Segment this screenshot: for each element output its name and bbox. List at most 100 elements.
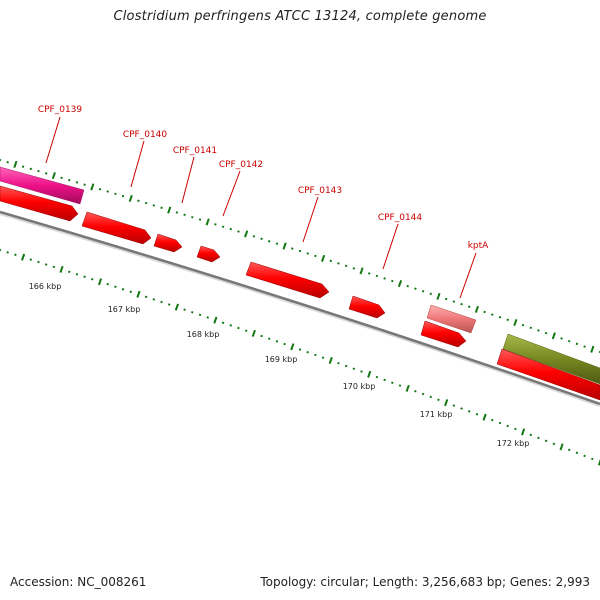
kbp-label-171: 171 kbp — [420, 410, 453, 419]
inner-tick-mark — [460, 407, 463, 410]
inner-tick-mark — [129, 290, 133, 294]
inner-tick-mark — [21, 253, 26, 261]
outer-tick-mark — [306, 252, 309, 255]
inner-tick-mark — [167, 303, 171, 306]
gene-bar-cpf0139[interactable] — [0, 166, 85, 205]
outer-tick-mark — [491, 313, 494, 316]
inner-tick-mark — [121, 288, 125, 291]
inner-tick-mark — [597, 458, 600, 466]
outer-tick-mark — [6, 160, 9, 164]
outer-tick-mark — [367, 272, 371, 275]
inner-tick-mark — [290, 343, 295, 351]
inner-tick-mark — [44, 263, 48, 266]
gene-arrow-cpf0140[interactable] — [81, 211, 152, 245]
inner-tick-mark — [521, 428, 526, 436]
inner-tick-mark — [529, 433, 533, 437]
inner-tick-mark — [237, 326, 240, 330]
outer-tick-mark — [21, 165, 25, 168]
outer-tick-mark — [13, 160, 18, 168]
outer-tick-mark — [267, 239, 271, 243]
gene-arrow-cpf0143[interactable] — [245, 261, 330, 299]
inner-tick-mark — [383, 378, 386, 382]
outer-tick-mark — [137, 199, 140, 202]
inner-tick-mark — [198, 313, 202, 317]
gene-label-cpf0139: CPF_0139 — [38, 105, 83, 115]
kbp-label-170: 170 kbp — [343, 382, 376, 391]
outer-tick-mark — [44, 172, 48, 175]
outer-tick-mark — [252, 235, 256, 238]
gene-label-cpf0142: CPF_0142 — [219, 160, 263, 170]
kbp-label-172: 172 kbp — [497, 439, 530, 448]
inner-tick-mark — [337, 361, 340, 365]
inner-tick-mark — [391, 381, 394, 384]
outer-tick-mark — [359, 267, 364, 275]
outer-tick-mark — [60, 176, 63, 180]
map-title: Clostridium perfringens ATCC 13124, comp… — [113, 9, 487, 24]
gene-label-cpf0140: CPF_0140 — [123, 130, 168, 140]
outer-tick-mark — [537, 329, 540, 332]
inner-tick-mark — [544, 439, 548, 443]
inner-tick-mark — [267, 337, 271, 340]
outer-tick-mark — [483, 310, 486, 314]
outer-tick-mark — [375, 274, 379, 278]
outer-tick-mark — [397, 280, 403, 288]
outer-tick-mark — [567, 339, 571, 343]
label-leader-lines — [45, 116, 477, 299]
outer-tick-mark — [352, 267, 356, 270]
inner-tick-mark — [229, 324, 233, 327]
outer-tick-mark — [83, 183, 86, 186]
inner-tick-mark — [498, 421, 502, 425]
inner-tick-mark — [414, 389, 417, 393]
inner-tick-mark — [114, 285, 117, 288]
gene-arrow-kptA[interactable] — [420, 320, 467, 348]
outer-tick-mark — [551, 332, 556, 340]
inner-tick-mark — [191, 311, 194, 314]
gene-arrow-cpf0144[interactable] — [348, 295, 386, 319]
inner-tick-mark — [367, 370, 372, 378]
inner-tick-mark — [559, 443, 564, 451]
outer-tick-mark — [90, 183, 95, 191]
gene-bar-olive[interactable] — [502, 333, 600, 385]
outer-tick-mark — [590, 345, 595, 353]
inner-tick-mark — [306, 350, 309, 354]
inner-tick-mark — [213, 316, 218, 324]
outer-tick-mark — [544, 331, 548, 335]
outer-tick-mark — [167, 206, 172, 214]
inner-tick-mark — [83, 275, 86, 278]
inner-tick-mark — [398, 384, 402, 387]
outer-tick-mark — [321, 254, 326, 262]
outer-tick-mark — [498, 315, 502, 319]
outer-tick-mark — [429, 292, 433, 296]
gene-arrow-cpf0142[interactable] — [196, 245, 221, 263]
outer-tick-mark — [452, 300, 456, 303]
inner-tick-mark — [275, 340, 279, 343]
outer-tick-mark — [421, 289, 425, 293]
kbp-label-167: 167 kbp — [108, 305, 141, 314]
inner-tick-mark — [6, 251, 9, 254]
outer-tick-mark — [275, 242, 279, 245]
inner-tick-mark — [514, 427, 517, 431]
outer-tick-mark — [529, 326, 533, 330]
inner-tick-mark — [475, 413, 479, 416]
inner-tick-mark — [437, 398, 440, 402]
outer-tick-mark — [391, 279, 394, 283]
genome-stats-text: Topology: circular; Length: 3,256,683 bp… — [260, 575, 590, 589]
inner-tick-mark — [144, 295, 148, 299]
gene-arrow-cpf0141[interactable] — [153, 233, 183, 253]
inner-tick-mark — [160, 300, 163, 304]
inner-tick-mark — [29, 258, 33, 261]
outer-tick-mark — [214, 223, 217, 226]
inner-tick-mark — [452, 404, 456, 407]
gene-arrow-cpf0139[interactable] — [0, 185, 79, 222]
inner-tick-ring — [0, 248, 600, 466]
inner-tick-mark — [136, 290, 141, 298]
gene-arrow-right-edge[interactable] — [496, 348, 600, 401]
outer-tick-mark — [282, 242, 287, 250]
outer-tick-mark — [260, 237, 263, 241]
outer-tick-mark — [436, 292, 441, 300]
inner-tick-mark — [444, 399, 449, 407]
gene-bar-kptA[interactable] — [426, 304, 477, 334]
outer-tick-mark — [106, 190, 109, 193]
inner-tick-mark — [314, 353, 317, 357]
